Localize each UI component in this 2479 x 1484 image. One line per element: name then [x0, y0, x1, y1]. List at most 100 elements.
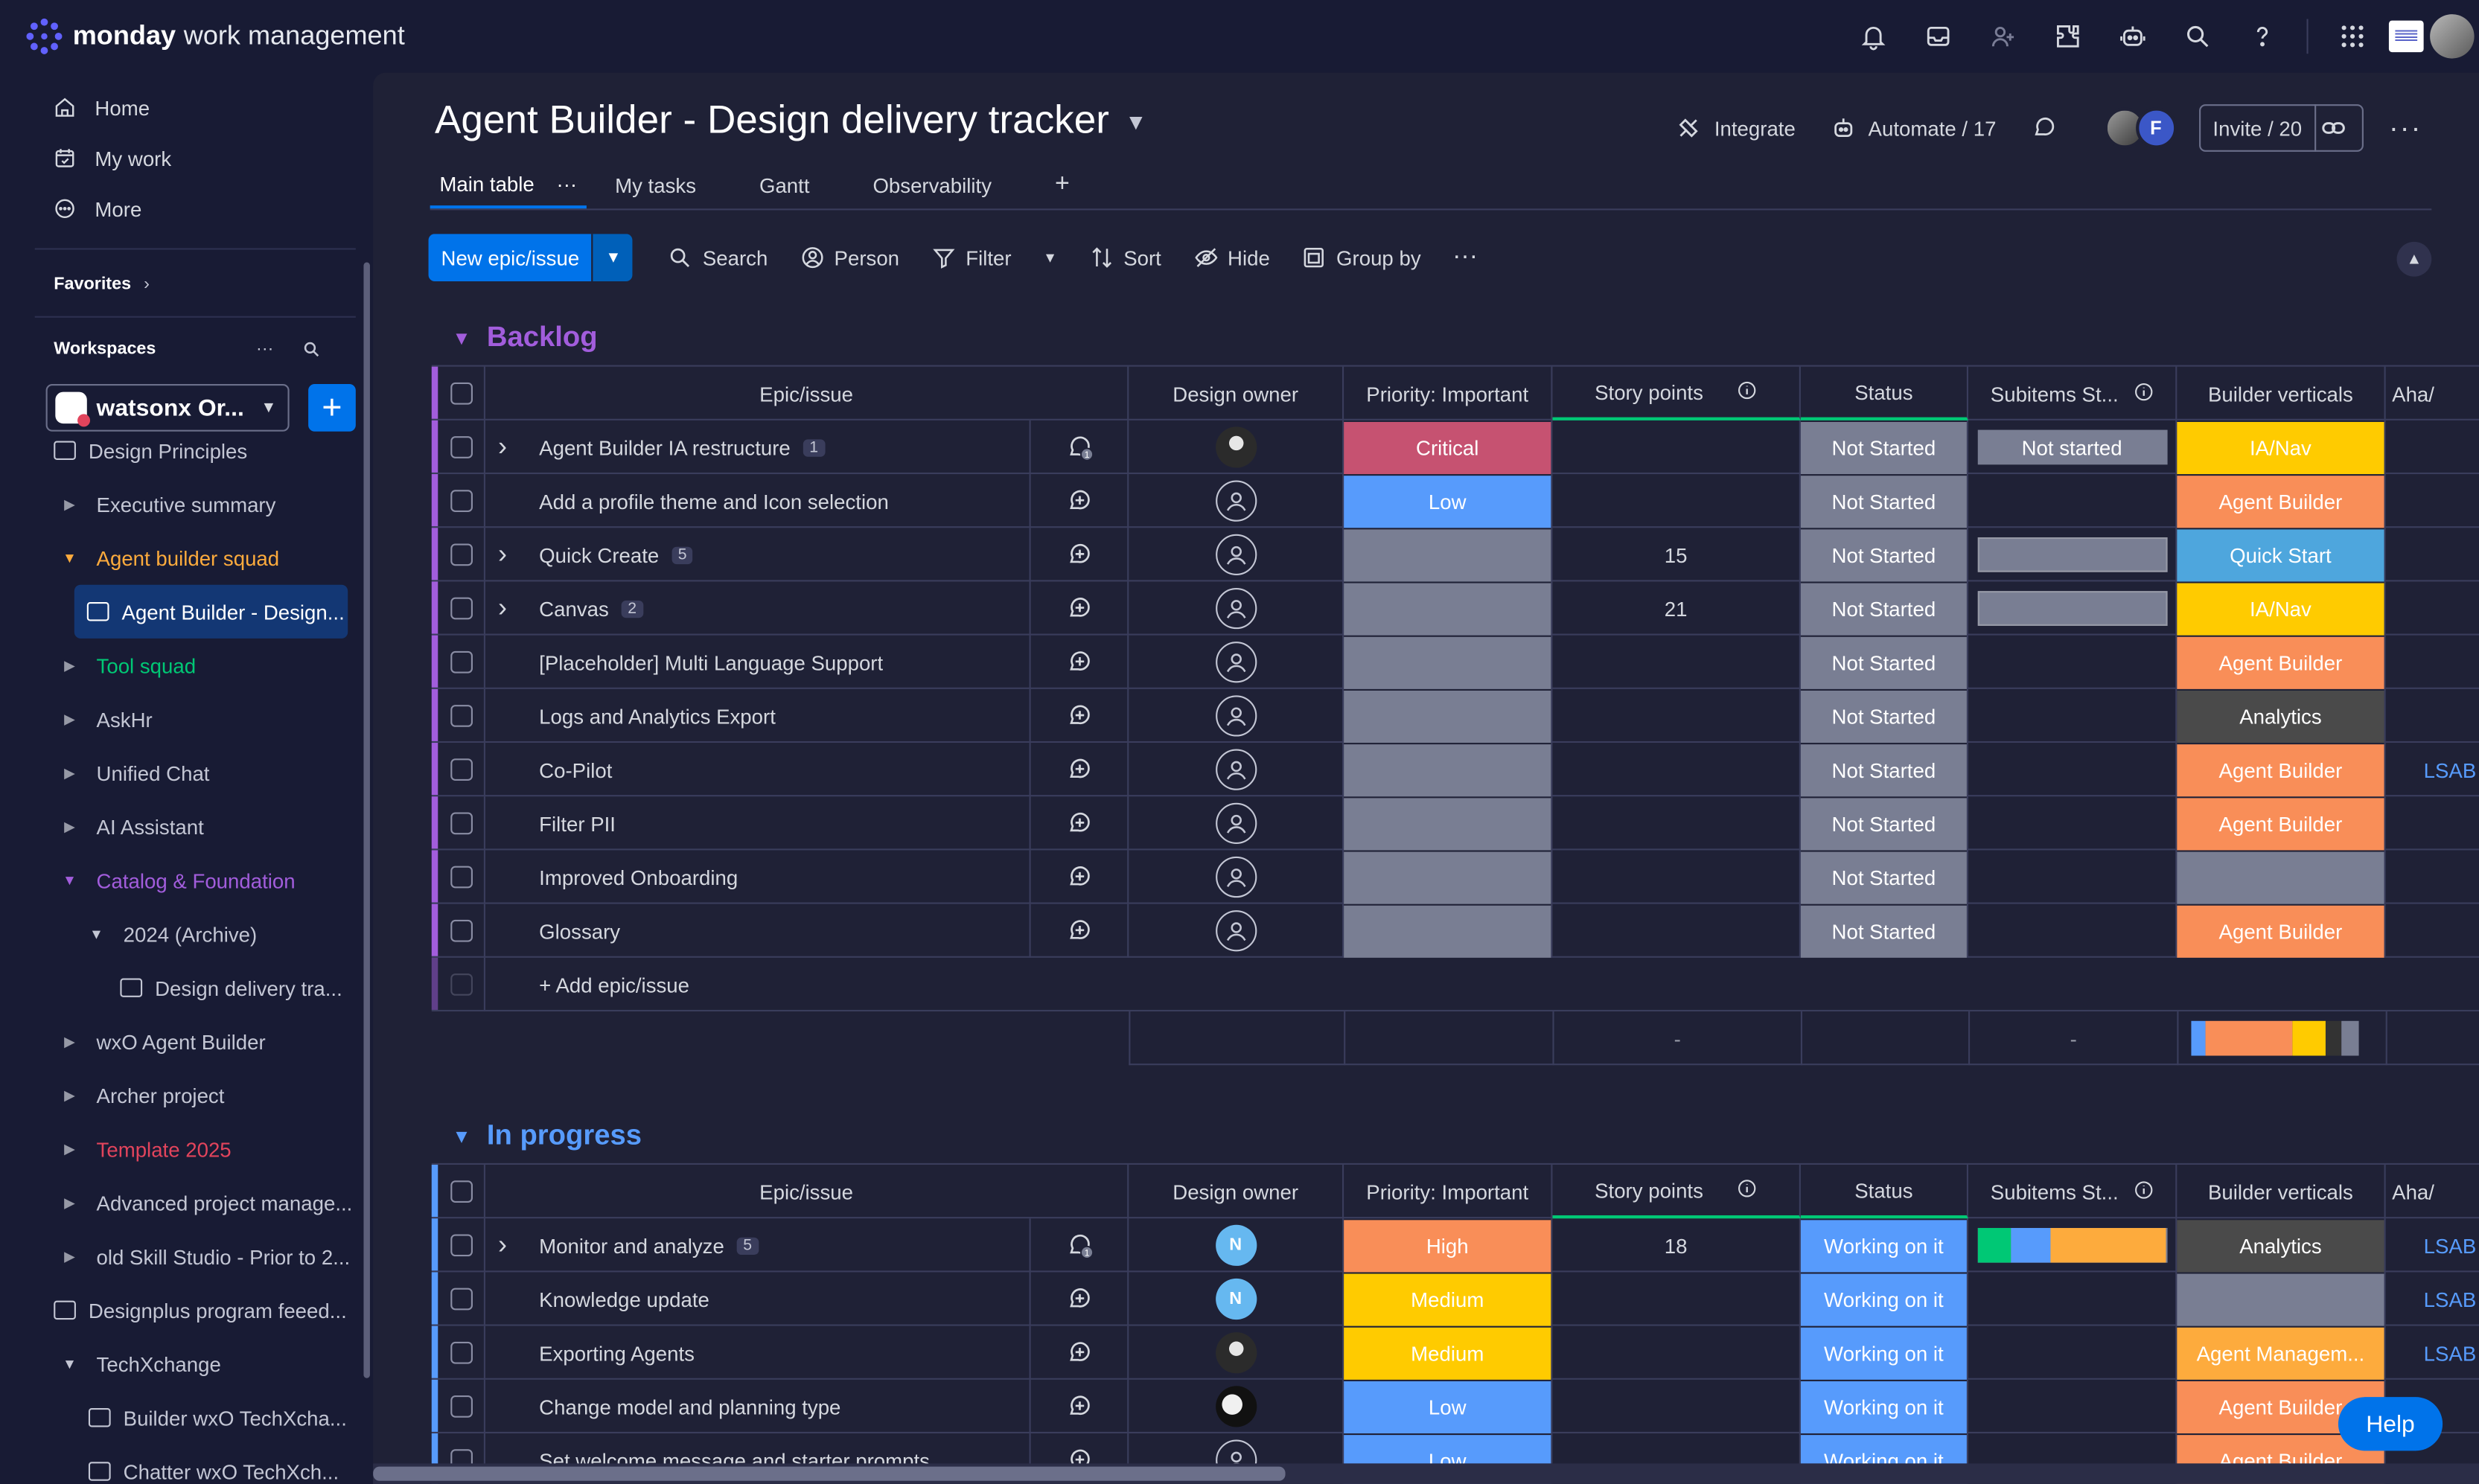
- story-points-cell[interactable]: [1552, 474, 1801, 528]
- status-label[interactable]: Not Started: [1800, 475, 1967, 528]
- new-item-button[interactable]: New epic/issue: [428, 234, 593, 281]
- aha-cell[interactable]: [2386, 850, 2479, 903]
- subitems-status-cell[interactable]: [1968, 903, 2178, 958]
- owner-avatar[interactable]: [1215, 426, 1257, 468]
- aha-link[interactable]: LSAB: [2423, 1287, 2477, 1311]
- status-label[interactable]: Working on it: [1800, 1326, 1967, 1379]
- caret-right-icon[interactable]: ▶: [64, 1140, 75, 1157]
- add-workspace-item-button[interactable]: +: [308, 384, 356, 432]
- sidebar-item-builder-wxo-techxcha[interactable]: Builder wxO TechXcha...: [19, 1391, 371, 1445]
- priority-label[interactable]: [1344, 689, 1551, 742]
- add-update-icon[interactable]: [1065, 863, 1093, 891]
- add-update-icon[interactable]: [1065, 917, 1093, 945]
- account-menu[interactable]: [2384, 0, 2479, 73]
- item-name-cell[interactable]: › Quick Create 5: [485, 528, 1031, 582]
- row-checkbox[interactable]: [438, 850, 485, 904]
- sidebar-item-agent-builder-squad[interactable]: ▼ Agent builder squad: [19, 531, 371, 584]
- status-label[interactable]: Working on it: [1800, 1273, 1967, 1325]
- caret-down-icon[interactable]: ▼: [89, 926, 104, 942]
- status-label[interactable]: Not Started: [1800, 797, 1967, 850]
- priority-cell[interactable]: High: [1344, 1218, 1553, 1273]
- sidebar-item-askhr[interactable]: ▶ AskHr: [19, 692, 371, 746]
- priority-cell[interactable]: Critical: [1344, 420, 1553, 475]
- help-button[interactable]: Help: [2338, 1397, 2443, 1451]
- sidebar-item-chatter-wxo-techxch[interactable]: Chatter wxO TechXch...: [19, 1445, 371, 1484]
- owner-avatar-initial[interactable]: N: [1215, 1278, 1257, 1320]
- nav-more[interactable]: More: [19, 183, 371, 234]
- subitems-count-badge[interactable]: 5: [671, 546, 694, 564]
- status-label[interactable]: Not Started: [1800, 904, 1967, 957]
- column-header-points[interactable]: Story points: [1552, 1165, 1801, 1219]
- nav-home[interactable]: Home: [19, 82, 371, 132]
- design-owner-cell[interactable]: [1129, 528, 1344, 582]
- column-header-subitems[interactable]: Subitems St...: [1968, 1165, 2178, 1219]
- add-update-icon[interactable]: [1065, 1285, 1093, 1313]
- story-points-cell[interactable]: 18: [1552, 1218, 1801, 1273]
- subitems-status-cell[interactable]: [1968, 796, 2178, 851]
- priority-label[interactable]: [1344, 904, 1551, 957]
- add-update-icon[interactable]: [1065, 702, 1093, 730]
- builder-verticals-cell[interactable]: Analytics: [2177, 1218, 2386, 1273]
- priority-cell[interactable]: [1344, 903, 1553, 958]
- invite-members-icon[interactable]: [1970, 0, 2035, 73]
- aha-cell[interactable]: LSAB: [2386, 1218, 2479, 1272]
- priority-cell[interactable]: [1344, 743, 1553, 797]
- item-name[interactable]: Canvas: [539, 596, 609, 621]
- row-checkbox[interactable]: [438, 420, 485, 475]
- item-name[interactable]: Quick Create: [539, 543, 660, 567]
- vertical-label[interactable]: IA/Nav: [2177, 420, 2384, 473]
- item-name[interactable]: Change model and planning type: [539, 1394, 841, 1419]
- priority-label[interactable]: Medium: [1344, 1326, 1551, 1379]
- row-checkbox[interactable]: [438, 1272, 485, 1326]
- aha-link[interactable]: LSAB: [2423, 1340, 2477, 1365]
- priority-label[interactable]: Low: [1344, 475, 1551, 528]
- tab-observability[interactable]: Observability: [872, 173, 992, 197]
- checkbox[interactable]: [450, 1341, 472, 1364]
- status-cell[interactable]: Not Started: [1800, 528, 1969, 582]
- item-name-cell[interactable]: Filter PII: [485, 796, 1031, 851]
- empty-person-icon[interactable]: [1215, 856, 1257, 898]
- item-name-cell[interactable]: Logs and Analytics Export: [485, 688, 1031, 743]
- design-owner-cell[interactable]: N: [1129, 1218, 1344, 1273]
- subitems-status-bar[interactable]: [1976, 591, 2167, 626]
- status-label[interactable]: Not Started: [1800, 689, 1967, 742]
- item-name-cell[interactable]: Exporting Agents: [485, 1325, 1031, 1380]
- add-update-icon[interactable]: [1065, 809, 1093, 837]
- status-label[interactable]: Not Started: [1800, 582, 1967, 635]
- design-owner-cell[interactable]: [1129, 688, 1344, 743]
- story-points-cell[interactable]: 15: [1552, 528, 1801, 582]
- automate-button[interactable]: Automate / 17: [1831, 115, 1996, 141]
- sidebar-item-2024-archive[interactable]: ▼ 2024 (Archive): [19, 907, 371, 961]
- vertical-label[interactable]: Agent Builder: [2177, 475, 2384, 528]
- status-cell[interactable]: Working on it: [1800, 1272, 1969, 1326]
- priority-cell[interactable]: [1344, 581, 1553, 636]
- priority-cell[interactable]: [1344, 528, 1553, 582]
- chevron-down-icon[interactable]: ▼: [452, 1124, 471, 1147]
- add-update-icon[interactable]: [1065, 755, 1093, 784]
- status-cell[interactable]: Not Started: [1800, 635, 1969, 689]
- checkbox[interactable]: [450, 1395, 472, 1418]
- priority-label[interactable]: [1344, 743, 1551, 796]
- vertical-label[interactable]: IA/Nav: [2177, 582, 2384, 635]
- subitems-status-cell[interactable]: [1968, 743, 2178, 797]
- checkbox[interactable]: [450, 1234, 472, 1257]
- column-header-aha[interactable]: Aha/: [2386, 367, 2479, 420]
- status-cell[interactable]: Not Started: [1800, 903, 1969, 958]
- builder-verticals-cell[interactable]: Analytics: [2177, 688, 2386, 743]
- subitems-status-cell[interactable]: [1968, 1325, 2178, 1380]
- info-icon[interactable]: [2134, 1180, 2153, 1203]
- design-owner-cell[interactable]: [1129, 850, 1344, 904]
- add-update-icon[interactable]: [1065, 487, 1093, 515]
- caret-right-icon[interactable]: ▶: [64, 817, 75, 834]
- sidebar-item-designplus-program-feeed[interactable]: Designplus program feeed...: [19, 1283, 371, 1337]
- sidebar-scrollbar[interactable]: [363, 262, 370, 1378]
- item-name[interactable]: Add a profile theme and Icon selection: [539, 489, 889, 514]
- story-points-cell[interactable]: [1552, 1325, 1801, 1380]
- item-updates-cell[interactable]: [1031, 850, 1129, 904]
- row-checkbox[interactable]: [438, 635, 485, 689]
- integrate-button[interactable]: Integrate: [1676, 115, 1796, 141]
- column-header-epic[interactable]: Epic/issue: [485, 366, 1129, 420]
- checkbox[interactable]: [450, 543, 472, 566]
- vertical-label[interactable]: Analytics: [2177, 689, 2384, 742]
- column-header-verticals[interactable]: Builder verticals: [2177, 1165, 2386, 1219]
